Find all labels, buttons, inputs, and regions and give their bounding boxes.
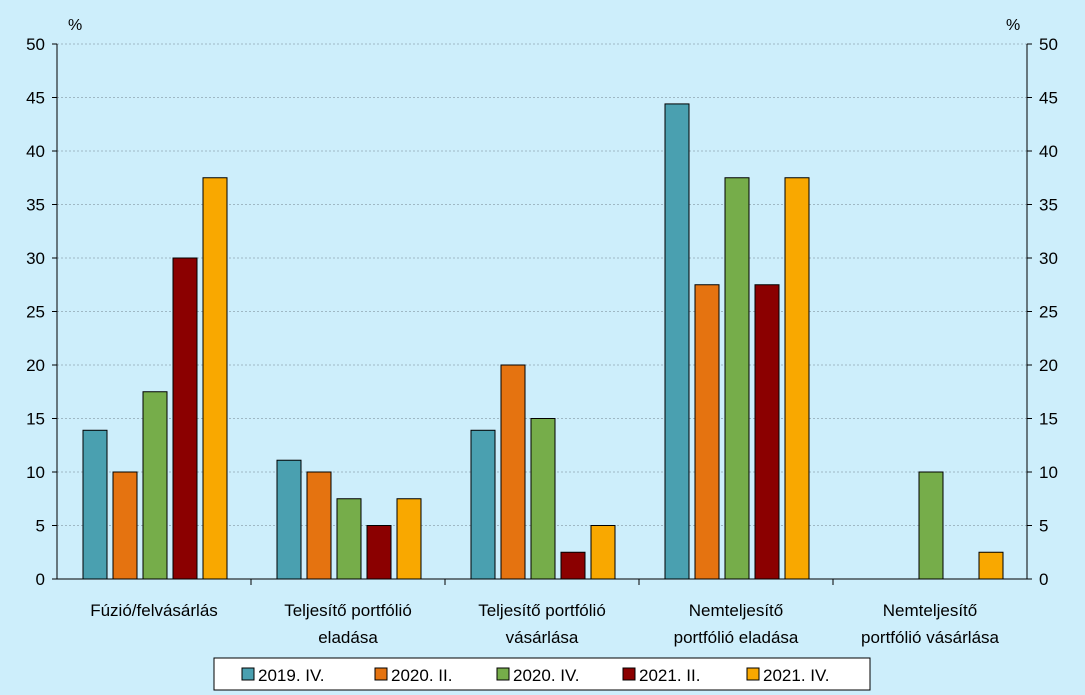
legend-swatch — [746, 667, 760, 681]
bar — [470, 429, 496, 580]
left-axis-unit: % — [68, 17, 82, 34]
bar — [724, 177, 750, 580]
legend-swatch — [241, 667, 255, 681]
bar — [112, 471, 138, 580]
right-tick-label: 50 — [1039, 35, 1058, 54]
legend-label: 2020. II. — [391, 666, 452, 685]
bar — [918, 471, 944, 580]
legend-label: 2020. IV. — [513, 666, 580, 685]
left-tick-label: 45 — [26, 89, 45, 108]
bar — [694, 284, 720, 580]
bar — [142, 391, 168, 580]
right-tick-label: 35 — [1039, 196, 1058, 215]
bar — [754, 284, 780, 580]
legend-swatch — [374, 667, 388, 681]
right-tick-label: 45 — [1039, 89, 1058, 108]
bar — [172, 257, 198, 580]
legend-box — [213, 657, 871, 691]
axes: 0 0 5 5 10 10 15 15 20 20 25 25 30 30 35 35 40 40 45 45 50 50 — [26, 35, 1058, 589]
bar — [276, 459, 302, 580]
right-tick-label: 0 — [1039, 570, 1048, 589]
left-tick-label: 50 — [26, 35, 45, 54]
left-tick-label: 0 — [36, 570, 45, 589]
category-label: portfólió eladása — [674, 628, 799, 647]
bar — [202, 177, 228, 580]
right-tick-label: 25 — [1039, 303, 1058, 322]
right-tick-label: 20 — [1039, 356, 1058, 375]
bar — [664, 103, 690, 580]
category-labels: Fúzió/felvásárlás Teljesítő portfólió elad… — [90, 601, 999, 647]
bar — [590, 525, 616, 580]
legend-label: 2019. IV. — [258, 666, 325, 685]
left-tick-label: 20 — [26, 356, 45, 375]
left-tick-label: 10 — [26, 463, 45, 482]
right-tick-label: 40 — [1039, 142, 1058, 161]
category-label: portfólió vásárlása — [861, 628, 1000, 647]
category-label: Fúzió/felvásárlás — [90, 601, 218, 620]
right-axis-unit: % — [1006, 17, 1020, 34]
bar — [500, 364, 526, 580]
left-tick-label: 35 — [26, 196, 45, 215]
left-tick-label: 40 — [26, 142, 45, 161]
bar — [366, 525, 392, 580]
left-tick-label: 15 — [26, 410, 45, 429]
category-label: eladása — [318, 628, 378, 647]
bar — [784, 177, 810, 580]
left-tick-label: 5 — [36, 517, 45, 536]
right-tick-label: 10 — [1039, 463, 1058, 482]
legend-swatch — [622, 667, 636, 681]
right-tick-label: 15 — [1039, 410, 1058, 429]
bar — [530, 418, 556, 580]
bar — [560, 551, 586, 580]
legend-label: 2021. II. — [639, 666, 700, 685]
category-label: vásárlása — [506, 628, 579, 647]
bar — [306, 471, 332, 580]
bar — [82, 429, 108, 580]
bar — [396, 498, 422, 580]
right-tick-label: 30 — [1039, 249, 1058, 268]
category-label: Teljesítő portfólió — [284, 601, 412, 620]
legend: 2019. IV. 2020. II. 2020. IV. 2021. II. 2021… — [213, 657, 871, 691]
legend-label: 2021. IV. — [763, 666, 830, 685]
left-tick-label: 25 — [26, 303, 45, 322]
bars — [82, 103, 1004, 580]
category-label: Teljesítő portfólió — [478, 601, 606, 620]
bar — [336, 498, 362, 580]
category-label: Nemteljesítő — [883, 601, 977, 620]
category-label: Nemteljesítő — [689, 601, 783, 620]
right-tick-label: 5 — [1039, 517, 1048, 536]
legend-swatch — [496, 667, 510, 681]
bar — [978, 551, 1004, 580]
left-tick-label: 30 — [26, 249, 45, 268]
